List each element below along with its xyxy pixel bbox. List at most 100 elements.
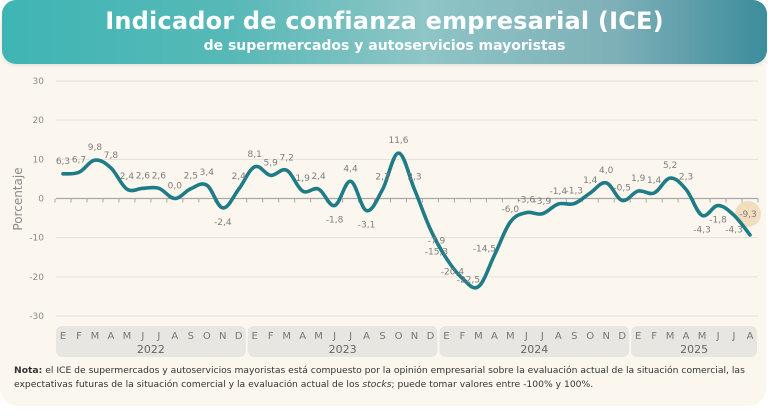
month-tick-label: A	[108, 331, 115, 342]
year-label: 2022	[137, 343, 165, 356]
data-point	[652, 191, 656, 195]
data-point	[317, 187, 320, 191]
month-tick-label: O	[395, 331, 403, 342]
data-point	[301, 189, 304, 193]
month-tick-label: N	[411, 331, 418, 342]
month-tick-label: N	[602, 331, 609, 342]
data-label: -6,0	[502, 205, 520, 215]
data-point	[269, 174, 272, 177]
data-label: -14,5	[473, 244, 496, 254]
data-point	[668, 176, 672, 180]
y-tick-label: -10	[29, 234, 44, 244]
footnote: Nota: el ICE de supermercados y autoserv…	[14, 364, 759, 392]
data-label: -1,8	[709, 216, 727, 226]
month-tick-label: O	[586, 331, 594, 342]
data-point	[429, 228, 432, 231]
month-tick-label: M	[698, 331, 707, 342]
data-label: 2,4	[311, 172, 326, 182]
data-point	[285, 169, 288, 172]
month-tick-label: J	[156, 331, 160, 342]
data-point	[349, 180, 352, 183]
data-label: 9,8	[88, 143, 103, 153]
data-point	[620, 199, 624, 202]
highlight-circle	[735, 200, 761, 227]
year-label: 2024	[520, 343, 548, 356]
data-label: -1,3	[565, 187, 583, 197]
month-tick-label: D	[427, 331, 435, 342]
data-point	[109, 166, 113, 170]
month-tick-label: A	[683, 331, 690, 342]
data-point	[61, 172, 65, 176]
data-point	[525, 211, 528, 214]
data-point	[557, 202, 560, 206]
month-tick-label: D	[235, 331, 243, 342]
data-label: -7,9	[428, 236, 446, 246]
month-tick-label: E	[443, 331, 449, 342]
month-tick-label: J	[540, 331, 544, 342]
data-point	[237, 187, 240, 191]
month-tick-label: J	[348, 331, 352, 342]
data-label: -22,5	[457, 276, 480, 286]
data-label: -3,1	[358, 221, 376, 231]
data-point	[605, 181, 608, 185]
month-tick-label: M	[474, 331, 483, 342]
month-tick-label: J	[332, 331, 336, 342]
data-point	[732, 214, 736, 217]
series-line-group	[61, 151, 752, 290]
footnote-italic: stocks	[362, 379, 392, 390]
data-point	[157, 187, 161, 190]
data-point	[493, 254, 496, 257]
data-point	[365, 209, 368, 212]
y-tick-label: 20	[33, 116, 45, 126]
data-label: 7,8	[104, 151, 119, 161]
data-point	[684, 188, 688, 191]
month-tick-label: A	[491, 331, 498, 342]
chart-title: Indicador de confianza empresarial (ICE)	[105, 7, 664, 35]
data-label: -4,3	[725, 225, 743, 235]
data-label: 4,0	[599, 166, 614, 176]
data-point	[141, 187, 145, 190]
data-label: 6,3	[56, 157, 70, 167]
data-label: -3,6	[518, 196, 536, 206]
month-tick-label: D	[618, 331, 626, 342]
year-band	[247, 326, 438, 357]
data-label: 1,4	[647, 176, 662, 186]
data-label: -4,3	[693, 225, 711, 235]
month-tick-label: N	[219, 331, 226, 342]
year-band	[439, 326, 630, 357]
data-label: 3,4	[200, 168, 215, 178]
data-label: 8,1	[248, 150, 262, 160]
data-point	[716, 204, 720, 207]
data-label: 1,4	[583, 176, 598, 186]
data-point	[189, 187, 193, 190]
data-label: -0,5	[613, 183, 631, 193]
y-axis-title: Porcentaje	[11, 167, 25, 230]
month-tick-label: S	[571, 331, 577, 342]
data-point	[125, 187, 129, 191]
data-point	[93, 158, 97, 162]
series-line-ice	[61, 151, 752, 290]
month-tick-label: M	[91, 331, 100, 342]
data-label: 5,9	[264, 158, 279, 168]
data-label: 11,6	[388, 136, 408, 146]
month-tick-label: M	[506, 331, 515, 342]
month-tick-label: F	[268, 331, 274, 342]
month-tick-label: A	[171, 331, 178, 342]
data-point	[221, 206, 224, 210]
data-point	[445, 257, 448, 260]
y-tick-label: 0	[38, 195, 44, 205]
month-tick-label: S	[188, 331, 194, 342]
data-label: 2,6	[136, 171, 151, 181]
footnote-text-end: ; puede tomar valores entre -100% y 100%…	[391, 379, 594, 390]
data-label: -9,3	[739, 210, 757, 220]
data-label: 2,3	[407, 172, 421, 182]
year-band	[56, 326, 246, 357]
data-label: -15,3	[425, 247, 448, 257]
data-label: -1,4	[549, 187, 567, 197]
month-tick-label: J	[524, 331, 528, 342]
data-point	[461, 277, 464, 280]
month-tick-label: A	[555, 331, 562, 342]
month-tick-label: J	[140, 331, 144, 342]
